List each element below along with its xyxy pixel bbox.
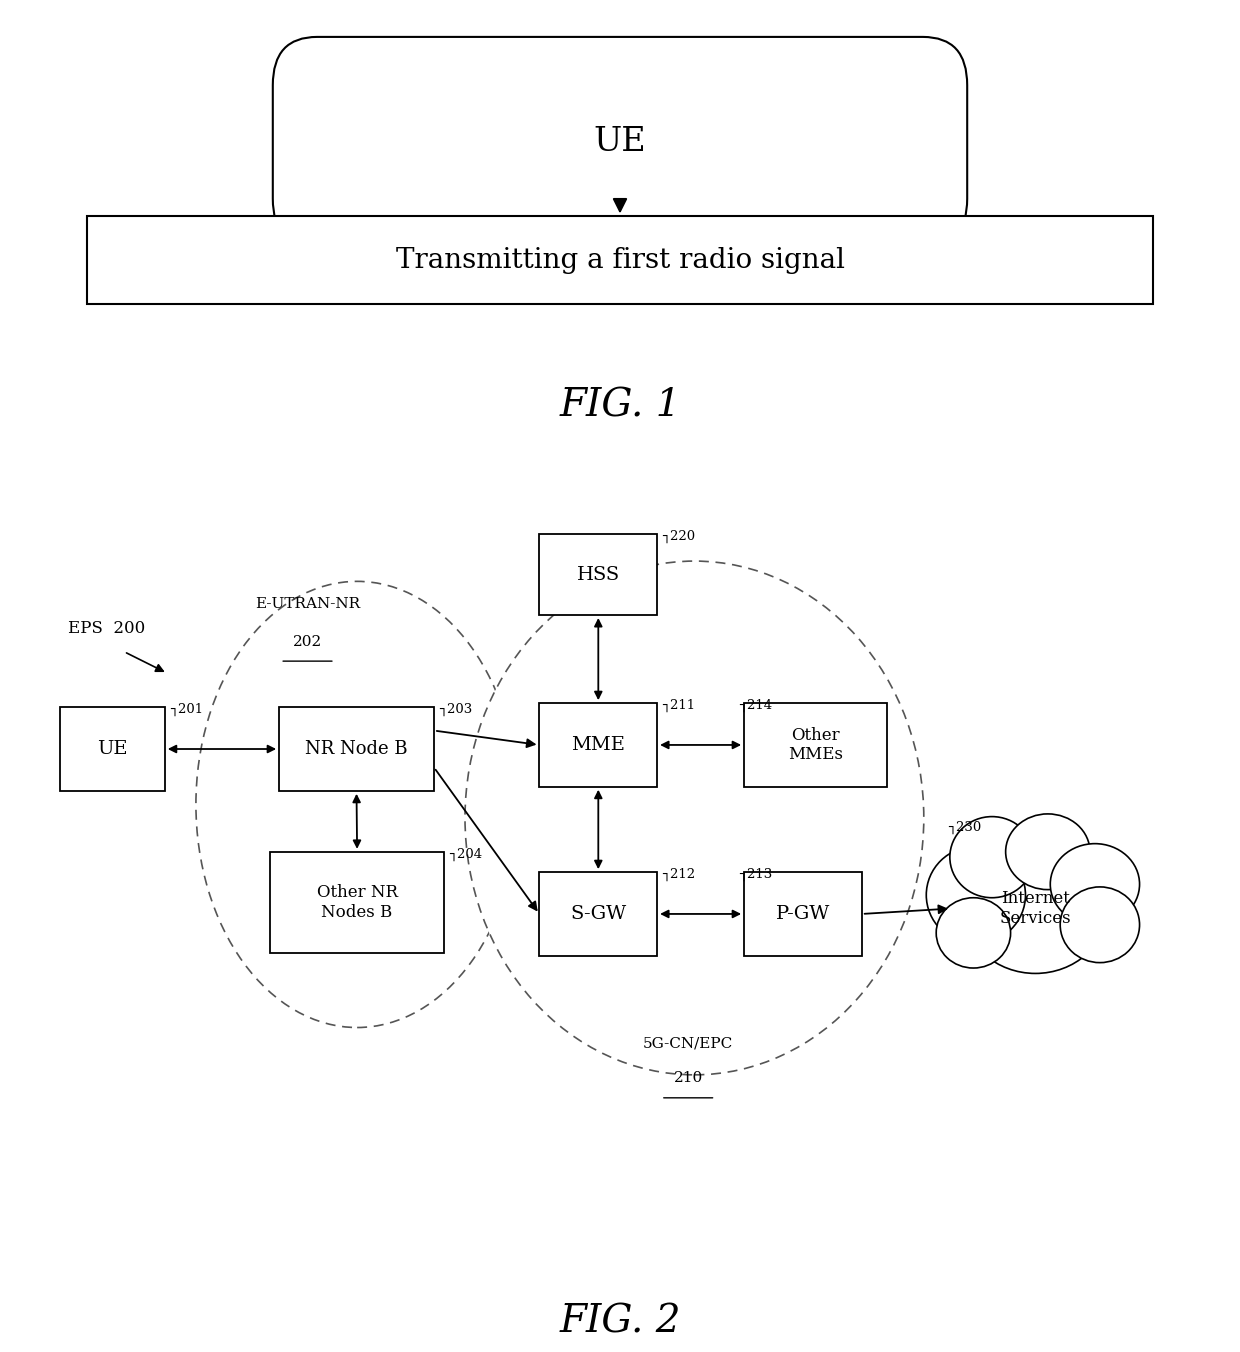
Text: UE: UE	[97, 740, 128, 758]
FancyBboxPatch shape	[744, 872, 862, 956]
Ellipse shape	[465, 561, 924, 1075]
Text: 5G-CN/EPC: 5G-CN/EPC	[644, 1037, 733, 1051]
Ellipse shape	[950, 817, 1034, 898]
Text: ┐213: ┐213	[739, 868, 773, 882]
Text: 210: 210	[673, 1071, 703, 1084]
FancyBboxPatch shape	[273, 37, 967, 247]
Text: ┐220: ┐220	[662, 530, 696, 544]
Ellipse shape	[926, 846, 1025, 944]
Text: Other
MMEs: Other MMEs	[787, 726, 843, 764]
Text: ┐203: ┐203	[439, 703, 472, 717]
Text: ┐230: ┐230	[949, 821, 982, 834]
Text: MME: MME	[572, 735, 625, 754]
Ellipse shape	[1060, 887, 1140, 963]
FancyBboxPatch shape	[279, 707, 434, 791]
Text: Other NR
Nodes B: Other NR Nodes B	[316, 884, 398, 921]
Text: ┐201: ┐201	[170, 703, 203, 717]
Text: E-UTRAN-NR: E-UTRAN-NR	[255, 598, 360, 611]
Text: EPS  200: EPS 200	[68, 621, 145, 637]
Text: 202: 202	[293, 635, 322, 649]
Text: ┐212: ┐212	[662, 868, 696, 882]
Text: ┐204: ┐204	[449, 848, 482, 861]
Text: P-GW: P-GW	[776, 904, 830, 923]
Text: FIG. 2: FIG. 2	[559, 1303, 681, 1341]
FancyBboxPatch shape	[60, 707, 165, 791]
Text: FIG. 1: FIG. 1	[559, 387, 681, 425]
Ellipse shape	[1006, 814, 1090, 890]
Ellipse shape	[963, 844, 1107, 973]
FancyBboxPatch shape	[539, 872, 657, 956]
Text: NR Node B: NR Node B	[305, 740, 408, 758]
Text: Transmitting a first radio signal: Transmitting a first radio signal	[396, 247, 844, 273]
FancyBboxPatch shape	[87, 216, 1153, 304]
Text: UE: UE	[594, 126, 646, 158]
Text: ┐211: ┐211	[662, 699, 696, 713]
FancyBboxPatch shape	[539, 534, 657, 615]
Text: ┐214: ┐214	[739, 699, 773, 713]
Ellipse shape	[1050, 844, 1140, 925]
FancyBboxPatch shape	[270, 852, 444, 953]
Ellipse shape	[196, 581, 518, 1028]
FancyBboxPatch shape	[744, 703, 887, 787]
Text: Internet
Services: Internet Services	[999, 890, 1071, 927]
FancyBboxPatch shape	[539, 703, 657, 787]
Text: S-GW: S-GW	[570, 904, 626, 923]
Text: HSS: HSS	[577, 565, 620, 584]
Ellipse shape	[936, 898, 1011, 968]
